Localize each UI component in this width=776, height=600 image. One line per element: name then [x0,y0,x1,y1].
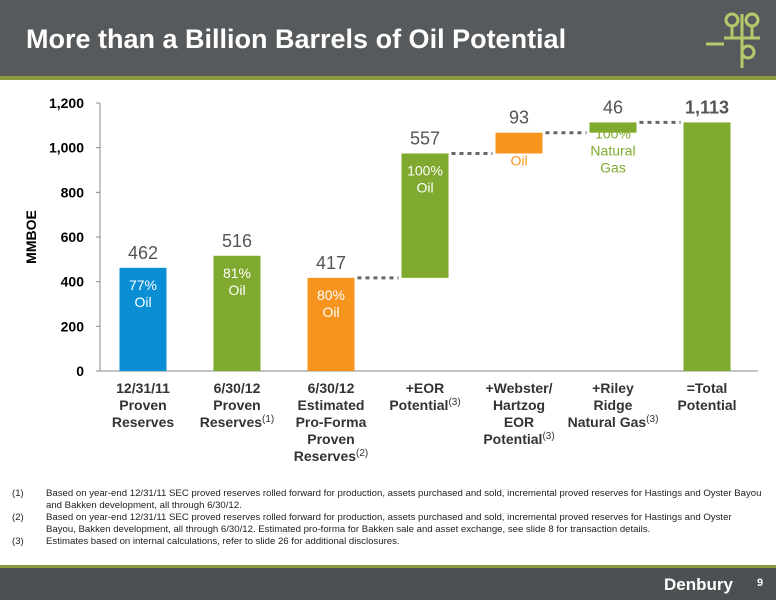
footnotes: (1) Based on year-end 12/31/11 SEC proved… [12,488,762,548]
composition-label: Oil [134,294,151,310]
y-tick-label: 1,000 [49,140,84,156]
bar [119,267,167,371]
data-value-label: 417 [316,253,346,273]
bar [307,277,355,371]
x-tick-label: Proven [307,431,354,447]
y-tick-label: 400 [61,274,85,290]
data-value-label: 93 [509,108,529,128]
footnote-text: Based on year-end 12/31/11 SEC proved re… [46,512,732,535]
x-tick-label: Potential [677,397,736,413]
x-tick-label: Pro-Forma [296,414,367,430]
composition-label: Oil [510,153,527,169]
composition-label: Oil [228,282,245,298]
x-tick-label: 6/30/12 [214,380,261,396]
data-value-label: 516 [222,231,252,251]
bar [495,132,543,154]
composition-label: 100% [407,162,443,178]
x-tick-label: Reserves(2) [294,448,369,464]
x-tick-label: +Webster/ [485,380,552,396]
x-tick-label: Reserves(1) [200,414,275,430]
bar [683,122,731,372]
x-tick-label: Proven [119,397,166,413]
bar [589,122,637,133]
y-tick-label: 200 [61,318,85,334]
footnote-number: (1) [12,488,24,499]
x-tick-label: Potential(3) [483,431,554,447]
slide-footer [0,568,776,600]
slide-title: More than a Billion Barrels of Oil Poten… [26,24,567,54]
x-tick-label: Potential(3) [389,397,460,413]
footnote-ref: (3) [542,431,554,442]
y-tick-label: 600 [61,229,85,245]
header-accent-rule [0,76,776,80]
composition-label: 100% [501,136,537,152]
footnote: (3) Estimates based on internal calculati… [12,536,762,548]
x-tick-label: Estimated [298,397,365,413]
footnote-ref: (1) [262,414,274,425]
bar [401,153,449,278]
footnote-text: Estimates based on internal calculations… [46,536,400,547]
data-value-label: 462 [128,243,158,263]
x-tick-label: Ridge [594,397,633,413]
x-tick-label: EOR [504,414,534,430]
footnote-ref: (3) [646,414,658,425]
x-tick-label: 6/30/12 [308,380,355,396]
composition-label: 77% [129,277,157,293]
footnote-ref: (2) [356,448,368,459]
data-value-label: 46 [603,97,623,117]
footnote-text: Based on year-end 12/31/11 SEC proved re… [46,488,762,511]
y-tick-label: 800 [61,184,85,200]
x-tick-label: +Riley [592,380,634,396]
x-tick-label: Hartzog [493,397,545,413]
composition-label: Oil [416,179,433,195]
brand-logo: Denbury [664,575,733,594]
x-tick-label: +EOR [406,380,445,396]
x-tick-label: 12/31/11 [116,380,170,396]
composition-label: 81% [223,265,251,281]
footnote-number: (3) [12,536,24,547]
oil-well-valve-icon [706,12,760,68]
x-tick-label: =Total [687,380,728,396]
footnote: (1) Based on year-end 12/31/11 SEC proved… [12,488,762,512]
footnote-ref: (3) [448,397,460,408]
x-tick-label: Natural Gas(3) [568,414,659,430]
data-value-label: 557 [410,128,440,148]
x-tick-label: Proven [213,397,260,413]
composition-label: Oil [322,304,339,320]
page-number: 9 [757,577,764,589]
composition-label: 100% [595,125,631,141]
footnote: (2) Based on year-end 12/31/11 SEC proved… [12,512,762,536]
y-tick-label: 0 [76,363,84,379]
slide-header: More than a Billion Barrels of Oil Poten… [0,0,776,76]
data-value-label: 1,113 [685,97,729,117]
footer-accent-rule [0,565,776,568]
y-tick-label: 1,200 [49,95,84,111]
y-axis-title: MMBOE [23,210,39,264]
composition-label: Gas [600,159,626,175]
footnote-number: (2) [12,512,24,523]
composition-label: 80% [317,287,345,303]
x-tick-label: Reserves [112,414,174,430]
bar [213,255,261,371]
composition-label: Natural [590,142,635,158]
